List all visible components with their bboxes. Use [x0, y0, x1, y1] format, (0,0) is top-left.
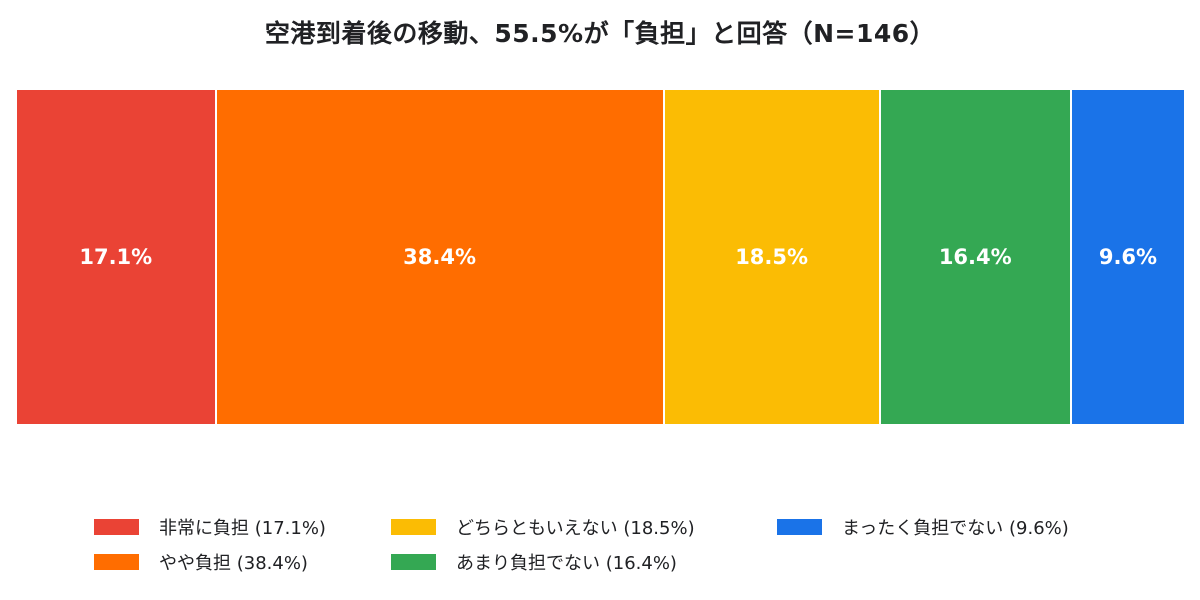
segment-not-very-burdensome: 16.4% [880, 90, 1072, 424]
legend-label: 非常に負担 (17.1%) [159, 518, 326, 539]
segment-somewhat-burdensome: 38.4% [216, 90, 665, 424]
legend-label: どちらともいえない (18.5%) [456, 518, 695, 539]
segment-label: 38.4% [403, 245, 477, 269]
segment-very-burdensome: 17.1% [17, 90, 217, 424]
legend-swatch [391, 519, 436, 535]
stacked-bar: 17.1% 38.4% 18.5% 16.4% 9.6% [17, 90, 1184, 424]
segment-not-burdensome: 9.6% [1071, 90, 1184, 424]
segment-label: 16.4% [938, 245, 1012, 269]
legend-item-very-burdensome: 非常に負担 (17.1%) [94, 514, 326, 540]
segment-neutral: 18.5% [664, 90, 881, 424]
legend-swatch [94, 519, 139, 535]
segment-label: 9.6% [1098, 245, 1158, 269]
legend-swatch [94, 554, 139, 570]
legend-label: あまり負担でない (16.4%) [456, 553, 677, 574]
legend-item-not-very-burdensome: あまり負担でない (16.4%) [391, 549, 677, 575]
legend-item-somewhat-burdensome: やや負担 (38.4%) [94, 549, 308, 575]
legend-label: まったく負担でない (9.6%) [842, 518, 1069, 539]
legend-swatch [777, 519, 822, 535]
legend-item-neutral: どちらともいえない (18.5%) [391, 514, 695, 540]
legend-item-not-burdensome: まったく負担でない (9.6%) [777, 514, 1069, 540]
segment-label: 17.1% [79, 245, 153, 269]
chart-title: 空港到着後の移動、55.5%が「負担」と回答（N=146） [264, 19, 936, 48]
segment-label: 18.5% [735, 245, 809, 269]
legend-swatch [391, 554, 436, 570]
legend-label: やや負担 (38.4%) [159, 553, 308, 574]
